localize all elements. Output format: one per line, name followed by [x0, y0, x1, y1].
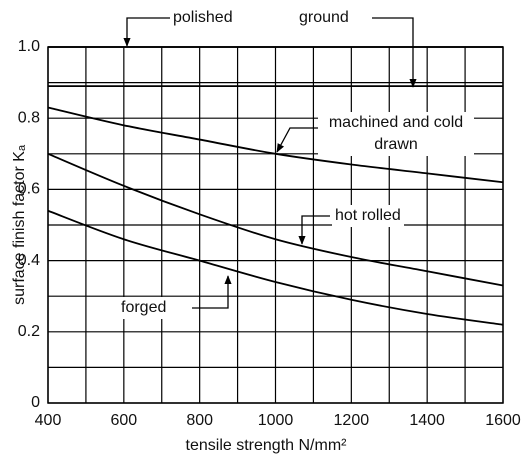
- x-tick-label: 1200: [334, 412, 370, 429]
- y-tick-label: 0.2: [18, 323, 40, 340]
- x-tick-label: 1400: [409, 412, 445, 429]
- x-tick-label: 400: [35, 412, 62, 429]
- x-tick-label: 1600: [485, 412, 521, 429]
- series-line: [47, 152, 504, 287]
- series-line: [47, 209, 504, 326]
- y-tick-label: 0: [31, 394, 40, 411]
- series-label: polished: [170, 7, 236, 29]
- leader: [276, 127, 322, 153]
- x-tick-label: 1000: [258, 412, 294, 429]
- y-tick-label: 0.4: [18, 252, 40, 269]
- series-label: hot rolled: [332, 205, 404, 227]
- series-label: machined and cold drawn: [318, 112, 474, 156]
- y-axis-label: surface finish factor Kₐ: [11, 144, 28, 305]
- leader: [298, 215, 330, 245]
- leader: [192, 275, 232, 309]
- series-line: [47, 106, 504, 184]
- series-label: forged: [118, 297, 170, 319]
- x-axis-label: tensile strength N/mm²: [186, 437, 348, 454]
- y-tick-label: 1.0: [18, 38, 40, 55]
- x-tick-label: 800: [186, 412, 213, 429]
- leader: [372, 17, 417, 88]
- y-tick-label: 0.8: [18, 109, 40, 126]
- y-tick-label: 0.6: [18, 181, 40, 198]
- series-label: ground: [296, 7, 352, 29]
- leader: [123, 17, 170, 47]
- x-tick-label: 600: [110, 412, 137, 429]
